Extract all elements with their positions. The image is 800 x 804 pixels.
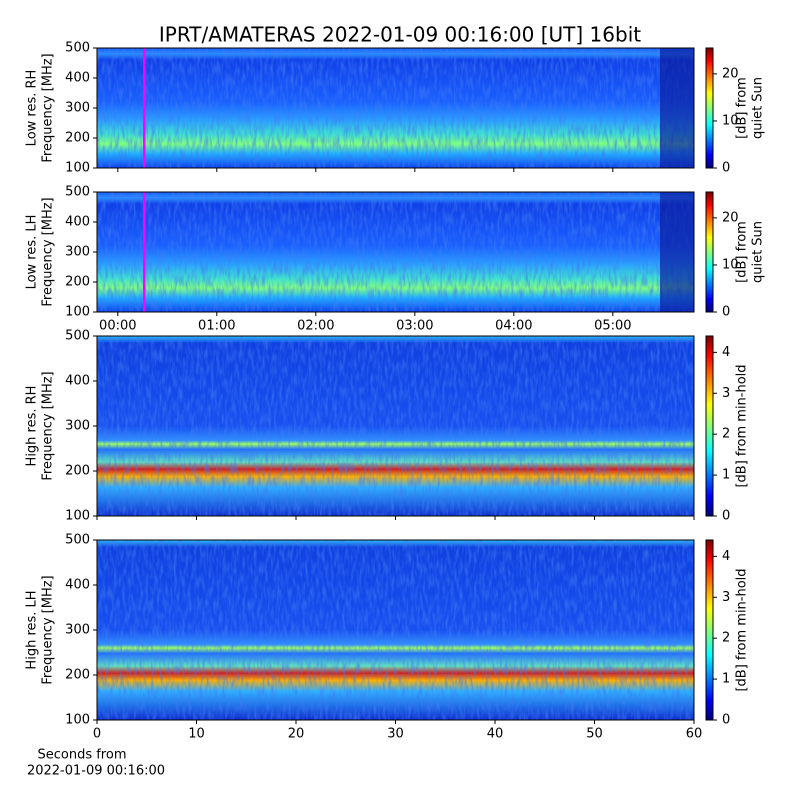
y-tick-label: 400 (65, 578, 90, 593)
x-tick-label: 60 (686, 727, 703, 742)
y-axis-label: High res. RH (25, 386, 40, 467)
y-axis-label: Low res. RH (25, 70, 40, 147)
colorbar-label: quiet Sun (751, 221, 766, 283)
band-edge (660, 192, 694, 312)
figure-title: IPRT/AMATERAS 2022-01-09 00:16:00 [UT] 1… (159, 23, 641, 47)
y-tick-label: 300 (65, 623, 90, 638)
y-tick-label: 300 (65, 245, 90, 260)
y-tick-label: 500 (65, 329, 90, 344)
colorbar-tick-label: 2 (722, 427, 730, 442)
y-tick-label: 100 (65, 713, 90, 728)
spectrogram-noise (97, 48, 694, 168)
colorbar-tick-label: 10 (722, 113, 739, 128)
y-tick-label: 500 (65, 533, 90, 548)
x-tick-label: 0 (93, 727, 101, 742)
y-tick-label: 400 (65, 374, 90, 389)
colorbar-label: quiet Sun (751, 77, 766, 139)
y-tick-label: 100 (65, 161, 90, 176)
colorbar-tick-label: 2 (722, 631, 730, 646)
colorbar (705, 191, 714, 313)
spectrogram-noise (97, 336, 694, 516)
colorbar (705, 47, 714, 169)
y-axis-label: Frequency [MHz] (41, 371, 56, 480)
band-edge (660, 48, 694, 168)
y-axis-label: Frequency [MHz] (41, 53, 56, 162)
colorbar-tick-label: 0 (722, 161, 730, 176)
colorbar-tick-label: 3 (722, 386, 730, 401)
spectrogram-noise (97, 540, 694, 720)
colorbar-tick-label: 4 (722, 345, 730, 360)
spectrogram-noise (97, 192, 694, 312)
y-axis-label: Frequency [MHz] (41, 197, 56, 306)
colorbar-label: [dB] from min-hold (735, 568, 750, 691)
y-axis-label: High res. LH (25, 590, 40, 669)
y-tick-label: 200 (65, 131, 90, 146)
colorbar-tick-label: 0 (722, 713, 730, 728)
colorbar-tick-label: 0 (722, 305, 730, 320)
colorbar-tick-label: 1 (722, 672, 730, 687)
colorbar-tick-label: 1 (722, 468, 730, 483)
y-tick-label: 300 (65, 419, 90, 434)
colorbar-tick-label: 20 (722, 66, 739, 81)
x-tick-label: 50 (586, 727, 603, 742)
y-axis-label: Frequency [MHz] (41, 575, 56, 684)
x-tick-label: 40 (487, 727, 504, 742)
y-tick-label: 100 (65, 305, 90, 320)
colorbar-tick-label: 3 (722, 590, 730, 605)
y-tick-label: 400 (65, 71, 90, 86)
colorbar-label: [dB] from min-hold (735, 364, 750, 487)
colorbar (705, 539, 714, 721)
colorbar-tick-label: 10 (722, 257, 739, 272)
x-tick-label: 00:00 (99, 319, 136, 334)
colorbar-tick-label: 0 (722, 509, 730, 524)
y-tick-label: 400 (65, 215, 90, 230)
x-tick-label: 02:00 (297, 319, 334, 334)
x-tick-label: 30 (387, 727, 404, 742)
y-tick-label: 200 (65, 275, 90, 290)
y-tick-label: 100 (65, 509, 90, 524)
colorbar-label: [dB] from (735, 221, 750, 283)
x-tick-label: 01:00 (198, 319, 235, 334)
x-tick-label: 20 (288, 727, 305, 742)
y-axis-label: Low res. LH (25, 215, 40, 290)
y-tick-label: 500 (65, 41, 90, 56)
y-tick-label: 500 (65, 185, 90, 200)
colorbar (705, 335, 714, 517)
colorbar-tick-label: 20 (722, 210, 739, 225)
colorbar-label: [dB] from (735, 77, 750, 139)
x-axis-label: Seconds from (37, 748, 126, 763)
y-tick-label: 300 (65, 101, 90, 116)
x-tick-label: 03:00 (396, 319, 433, 334)
x-tick-label: 05:00 (594, 319, 631, 334)
x-tick-label: 04:00 (495, 319, 532, 334)
colorbar-tick-label: 4 (722, 549, 730, 564)
x-axis-label: 2022-01-09 00:16:00 (27, 764, 165, 779)
y-tick-label: 200 (65, 668, 90, 683)
x-tick-label: 10 (188, 727, 205, 742)
y-tick-label: 200 (65, 464, 90, 479)
